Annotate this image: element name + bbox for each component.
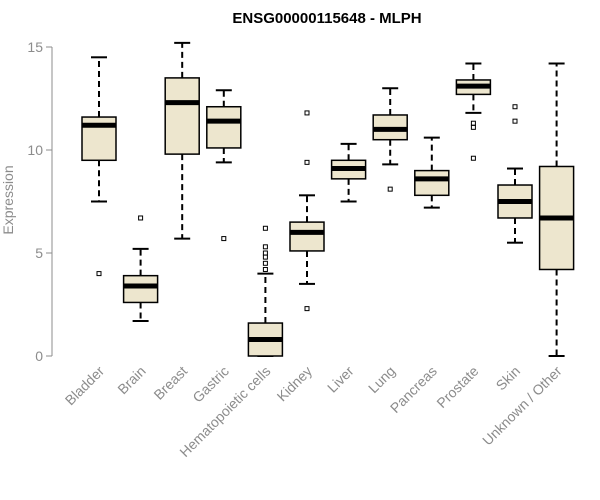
outlier-point [138,215,144,221]
outlier-point [470,155,476,161]
box-hematopoietic-cells [247,225,284,357]
box-brain [122,215,159,322]
x-tick-label: Kidney [274,363,316,405]
box-gastric [206,89,242,242]
outlier-point [512,118,518,124]
x-tick-label: Lung [365,363,398,396]
iqr-box [289,221,325,252]
outlier-point [304,306,310,312]
outlier-point [262,225,268,231]
iqr-box [164,77,200,155]
outlier-point [262,254,268,260]
x-tick-label: Prostate [433,363,481,411]
x-tick-label: Liver [324,363,357,396]
outlier-point [262,244,268,250]
box-liver [330,142,367,203]
x-tick-label: Brain [114,363,148,397]
outlier-point [387,186,393,192]
boxes [81,41,575,357]
chart-title: ENSG00000115648 - MLPH [232,10,421,27]
iqr-box [414,169,450,197]
x-tick-label: Unknown / Other [479,363,565,449]
y-tick-label: 5 [35,245,43,261]
y-axis-label: Expression [0,165,16,234]
box-unknown-other [538,62,575,357]
outlier-point [512,104,518,110]
y-tick-label: 10 [27,142,43,158]
box-kidney [289,110,325,312]
outlier-point [96,271,102,277]
outlier-point [262,250,268,256]
outlier-point [470,124,476,130]
axes: 0 5 10 15 [27,39,53,364]
box-skin [497,104,533,244]
box-pancreas [414,136,450,209]
y-tick-label: 15 [27,39,43,55]
x-tick-label: Breast [150,363,190,403]
box-bladder [81,56,117,277]
x-tick-label: Bladder [62,363,108,409]
box-breast [164,41,200,240]
box-lung [372,87,408,192]
iqr-box [206,105,242,149]
outlier-point [262,260,268,266]
box-prostate [455,62,492,161]
outlier-point [304,159,310,165]
x-tick-label: Skin [493,363,524,394]
outlier-point [262,266,268,272]
outlier-point [470,120,476,126]
y-tick-label: 0 [35,348,43,364]
outlier-point [304,110,310,116]
outlier-point [221,236,227,242]
iqr-box [122,274,159,304]
